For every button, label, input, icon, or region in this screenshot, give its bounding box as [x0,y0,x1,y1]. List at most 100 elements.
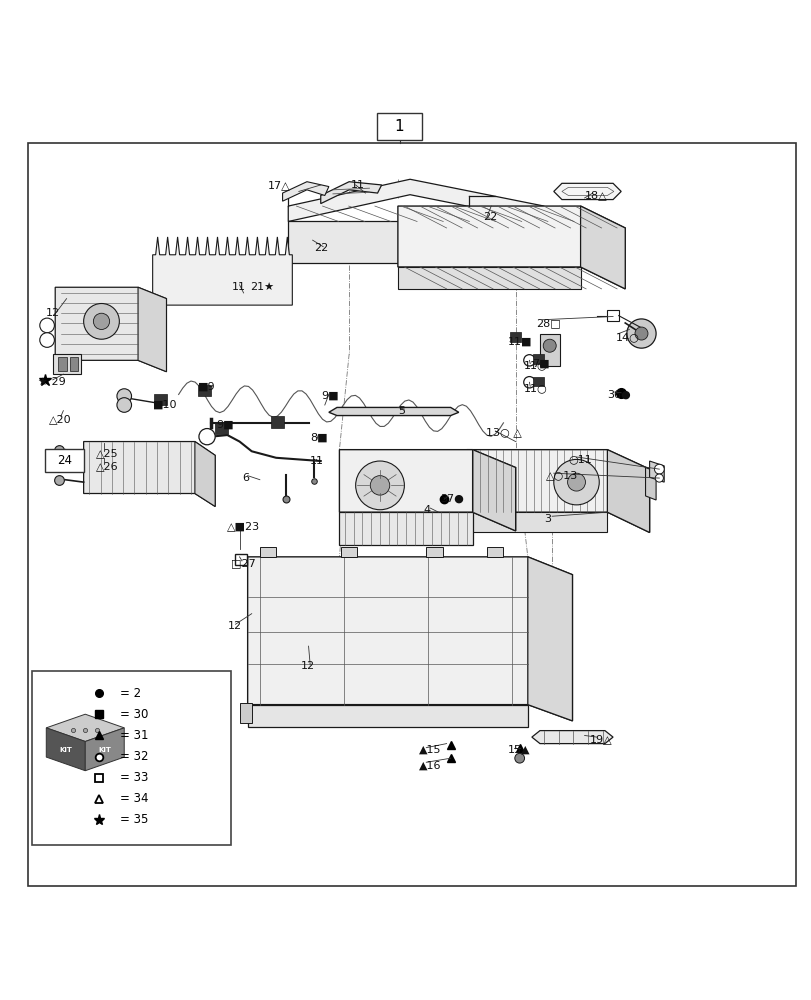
Text: = 2: = 2 [120,687,141,700]
Bar [532,377,543,386]
Circle shape [523,355,534,366]
Polygon shape [320,182,381,204]
Text: = 35: = 35 [120,813,148,826]
Text: 6: 6 [242,473,249,483]
Bar [198,385,211,396]
Bar [58,357,67,371]
Text: = 30: = 30 [120,708,148,721]
Text: KIT: KIT [98,747,111,753]
Circle shape [117,398,131,412]
Bar [532,354,543,364]
Bar [341,547,357,557]
Text: 28□: 28□ [535,318,560,328]
Text: 11: 11 [310,456,324,466]
Polygon shape [397,267,580,289]
Bar [154,394,167,405]
Text: 4: 4 [423,505,431,515]
Polygon shape [288,221,543,263]
Text: 9■: 9■ [321,391,339,401]
Polygon shape [247,557,572,721]
Text: 11■: 11■ [507,337,531,347]
Text: 12: 12 [300,661,314,671]
Bar [607,310,618,321]
Bar [53,354,81,374]
Text: △○13: △○13 [545,471,577,481]
Bar [32,671,231,845]
Text: 37●: 37● [440,493,463,503]
Polygon shape [282,182,328,201]
Circle shape [93,313,109,329]
Text: ▲16: ▲16 [418,761,441,771]
Text: 22: 22 [314,243,328,253]
Text: 17△: 17△ [268,180,290,190]
Bar [235,554,247,565]
Text: ○11: ○11 [568,454,591,464]
Bar [45,449,84,472]
Circle shape [84,303,119,339]
Text: ▲15: ▲15 [418,745,441,755]
Text: 9■: 9■ [216,419,234,429]
Polygon shape [649,461,663,482]
Text: △26: △26 [96,461,118,471]
Text: 12: 12 [46,308,60,318]
Polygon shape [195,442,215,506]
Polygon shape [138,287,166,372]
Text: 1: 1 [394,119,404,134]
Circle shape [626,319,655,348]
Circle shape [567,473,585,491]
Text: 11○: 11○ [523,383,547,393]
Polygon shape [152,237,292,305]
Text: 5: 5 [397,406,405,416]
Polygon shape [580,206,624,289]
Circle shape [117,389,131,403]
Bar [271,416,284,428]
Polygon shape [247,705,527,727]
Text: ★ 29: ★ 29 [38,377,66,387]
Circle shape [40,318,54,333]
Bar [487,547,503,557]
Text: 19△: 19△ [589,735,611,745]
Circle shape [654,464,663,474]
Text: KIT: KIT [59,747,72,753]
Circle shape [199,429,215,445]
Polygon shape [84,442,215,506]
Circle shape [355,461,404,510]
Text: 8■: 8■ [310,432,328,442]
Text: △25: △25 [96,448,118,458]
Text: 22: 22 [483,212,497,222]
Text: ■9: ■9 [198,381,216,391]
Polygon shape [553,183,620,200]
Bar [509,332,521,342]
Circle shape [543,339,556,352]
Bar [70,357,78,371]
Polygon shape [288,179,543,221]
Polygon shape [527,557,572,721]
Text: 11: 11 [350,180,364,190]
Bar [539,334,560,366]
Bar [260,547,276,557]
Text: 18△: 18△ [584,191,607,201]
Text: 21★: 21★ [250,282,274,292]
Text: = 34: = 34 [120,792,148,805]
Text: = 31: = 31 [120,729,148,742]
Text: = 32: = 32 [120,750,148,763]
Polygon shape [46,728,85,771]
Circle shape [553,459,599,505]
Polygon shape [397,206,624,289]
Text: 3: 3 [543,514,551,524]
Polygon shape [466,512,607,532]
Bar [215,423,228,434]
Text: = 33: = 33 [120,771,148,784]
Text: ■10: ■10 [152,399,177,409]
Circle shape [370,476,389,495]
Polygon shape [339,450,515,531]
Bar [239,703,251,723]
Text: 11○: 11○ [523,360,547,370]
Circle shape [634,327,647,340]
Polygon shape [531,731,612,744]
Bar [376,113,422,140]
Text: 7■: 7■ [531,359,549,369]
Circle shape [514,753,524,763]
Circle shape [654,474,663,482]
Text: □27: □27 [231,558,255,568]
